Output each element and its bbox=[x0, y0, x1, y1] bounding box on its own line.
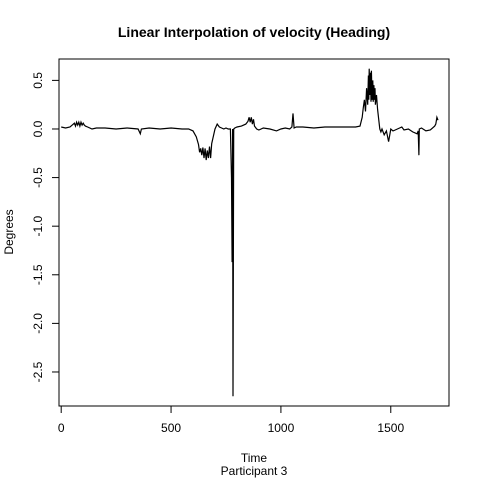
chart-subtitle: Participant 3 bbox=[221, 464, 288, 478]
y-tick-label: -1.5 bbox=[31, 264, 45, 285]
x-tick-label: 0 bbox=[58, 421, 65, 435]
y-tick-label: -2.0 bbox=[31, 313, 45, 334]
y-tick-label: 0.0 bbox=[31, 120, 45, 137]
plot-frame bbox=[58, 58, 450, 407]
x-tick-label: 1000 bbox=[268, 421, 295, 435]
y-tick-label: -2.5 bbox=[31, 361, 45, 382]
x-tick-label: 1500 bbox=[377, 421, 404, 435]
y-axis-label: Degrees bbox=[2, 209, 16, 254]
y-tick-label: -1.0 bbox=[31, 216, 45, 237]
chart-title: Linear Interpolation of velocity (Headin… bbox=[118, 24, 390, 40]
series-layer bbox=[61, 68, 439, 397]
series-line bbox=[61, 68, 439, 397]
y-axis: 0.5 0.0 -0.5 -1.0 -1.5 -2.0 -2.5 bbox=[31, 72, 60, 382]
x-axis: 0 500 1000 1500 bbox=[58, 405, 404, 435]
x-tick-label: 500 bbox=[161, 421, 181, 435]
x-axis-label: Time bbox=[241, 451, 268, 465]
y-tick-label: -0.5 bbox=[31, 167, 45, 188]
y-tick-label: 0.5 bbox=[31, 72, 45, 89]
